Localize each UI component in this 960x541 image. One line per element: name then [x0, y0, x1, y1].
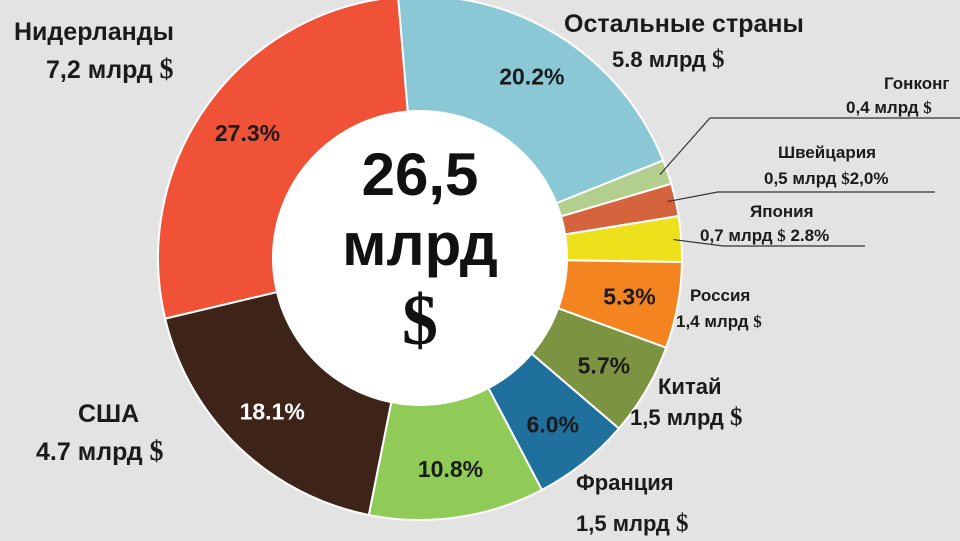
label-value-russia: 1,4 млрд $ — [676, 312, 762, 331]
label-name-switzerland: Швейцария — [778, 143, 877, 162]
leader-line-japan — [673, 238, 865, 247]
label-name-china: Китай — [658, 374, 722, 399]
label-value-japan: 0,7 млрд $ 2.8% — [700, 226, 830, 245]
label-value-other: 5.8 млрд $ — [612, 46, 725, 73]
pct-label-slice-10-8: 10.8% — [418, 456, 483, 482]
label-value-switzerland: 0,5 млрд $2,0% — [764, 169, 889, 188]
donut-hole — [272, 110, 568, 406]
leader-line-hongkong — [659, 117, 960, 176]
label-name-france: Франция — [576, 470, 674, 495]
pct-label-france: 6.0% — [527, 412, 579, 438]
label-value-hongkong: 0,4 млрд $ — [846, 98, 932, 117]
label-value-netherlands: 7,2 млрд $ — [46, 54, 174, 85]
center-unit: млрд — [342, 211, 498, 278]
label-value-usa: 4.7 млрд $ — [36, 436, 164, 467]
pct-label-russia: 5.3% — [603, 284, 655, 310]
pct-label-china: 5.7% — [578, 353, 630, 379]
center-amount: 26,5 — [361, 141, 479, 208]
label-name-usa: США — [78, 400, 140, 428]
label-name-netherlands: Нидерланды — [14, 18, 174, 46]
label-name-other: Остальные страны — [564, 10, 804, 38]
label-name-russia: Россия — [690, 286, 751, 305]
pct-label-netherlands: 27.3% — [215, 120, 280, 146]
center-total: 26,5 млрд $ — [300, 140, 540, 360]
label-name-hongkong: Гонконг — [884, 74, 950, 93]
label-value-france: 1,5 млрд $ — [576, 510, 689, 537]
label-name-japan: Япония — [750, 202, 814, 221]
label-value-china: 1,5 млрд $ — [630, 404, 743, 431]
pct-label-usa: 18.1% — [240, 398, 305, 424]
pct-label-other: 20.2% — [499, 64, 564, 90]
center-dollar-symbol: $ — [402, 280, 438, 360]
leader-line-switzerland — [667, 191, 935, 203]
